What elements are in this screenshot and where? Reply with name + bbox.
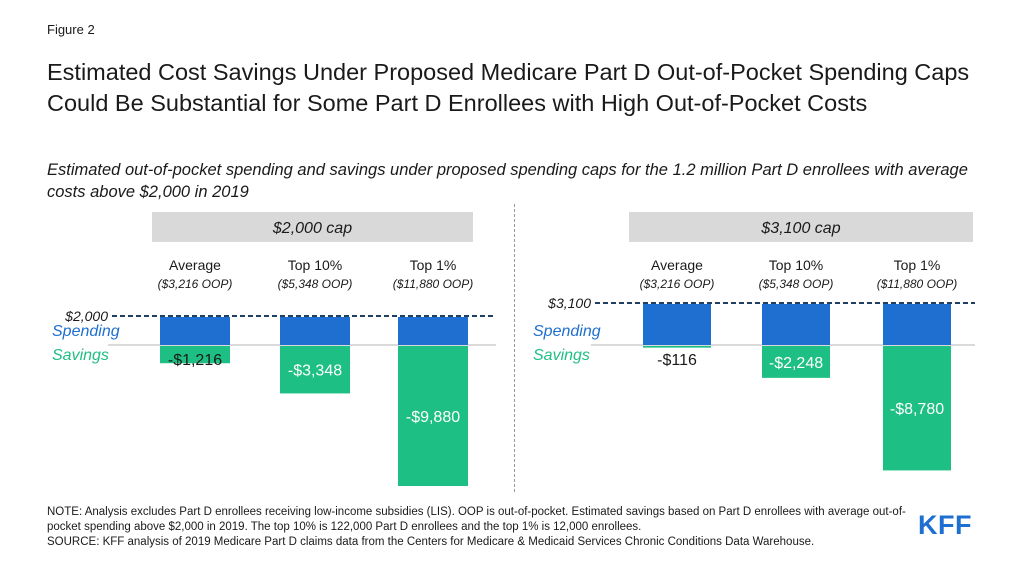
savings-data-label: -$8,780 [890, 401, 944, 418]
savings-bar [280, 346, 350, 394]
savings-bar [398, 346, 468, 486]
kff-logo-text: KFF [918, 511, 972, 537]
category-label: Top 10% [769, 257, 823, 273]
category-label: Top 10% [288, 257, 342, 273]
category-label: Average [651, 257, 703, 273]
savings-bar [160, 346, 230, 364]
cap-value-label: $2,000 [64, 308, 108, 324]
savings-bar [762, 346, 830, 378]
savings-bar [643, 346, 711, 348]
spending-series-label: Spending [52, 323, 120, 340]
spending-bar [398, 317, 468, 345]
figure-label: Figure 2 [47, 22, 95, 37]
cap-header-bg [152, 212, 473, 242]
chart-subtitle: Estimated out-of-pocket spending and sav… [47, 161, 968, 201]
cap-header-title: $2,000 cap [272, 220, 352, 237]
category-label: Top 1% [894, 257, 941, 273]
spending-bar [643, 304, 711, 345]
spending-bar [280, 317, 350, 345]
spending-bar [762, 304, 830, 345]
chart-3100-cap: $3,100 cap Average ($3,216 OOP) Top 10% ($5,… [533, 212, 975, 471]
category-sublabel: ($3,216 OOP) [158, 277, 233, 291]
category-sublabel: ($5,348 OOP) [278, 277, 353, 291]
category-sublabel: ($5,348 OOP) [759, 277, 834, 291]
savings-data-label: -$3,348 [288, 363, 342, 380]
cap-header-title: $3,100 cap [760, 220, 840, 237]
footnotes: NOTE: Analysis excludes Part D enrollees… [47, 505, 907, 550]
spending-bar [883, 304, 951, 345]
savings-series-label: Savings [533, 347, 590, 364]
chart-2000-cap: $2,000 cap Average ($3,216 OOP) Top 10% ($5,… [52, 212, 496, 486]
savings-data-label: -$116 [657, 352, 697, 369]
category-label: Average [169, 257, 221, 273]
panel-2000-cap: $2,000 cap Average ($3,216 OOP) Top 10% ($5,… [34, 212, 514, 497]
kff-logo: KFF [918, 511, 972, 537]
cap-header-bg [629, 212, 973, 242]
spending-bar [160, 317, 230, 345]
savings-series-label: Savings [52, 347, 109, 364]
chart-title: Estimated Cost Savings Under Proposed Me… [47, 59, 970, 116]
category-sublabel: ($11,880 OOP) [877, 277, 957, 291]
savings-data-label: -$9,880 [406, 409, 460, 426]
category-sublabel: ($3,216 OOP) [640, 277, 715, 291]
savings-data-label: -$2,248 [769, 355, 823, 372]
category-label: Top 1% [410, 257, 457, 273]
panel-3100-cap: $3,100 cap Average ($3,216 OOP) Top 10% ($5,… [513, 212, 993, 497]
source-text: SOURCE: KFF analysis of 2019 Medicare Pa… [47, 536, 815, 548]
cap-value-label: $3,100 [547, 295, 591, 311]
panel-divider [514, 204, 515, 492]
spending-series-label: Spending [533, 323, 601, 340]
category-sublabel: ($11,880 OOP) [393, 277, 473, 291]
savings-data-label: -$1,216 [168, 352, 222, 369]
savings-bar [883, 346, 951, 471]
note-text: NOTE: Analysis excludes Part D enrollees… [47, 506, 906, 533]
